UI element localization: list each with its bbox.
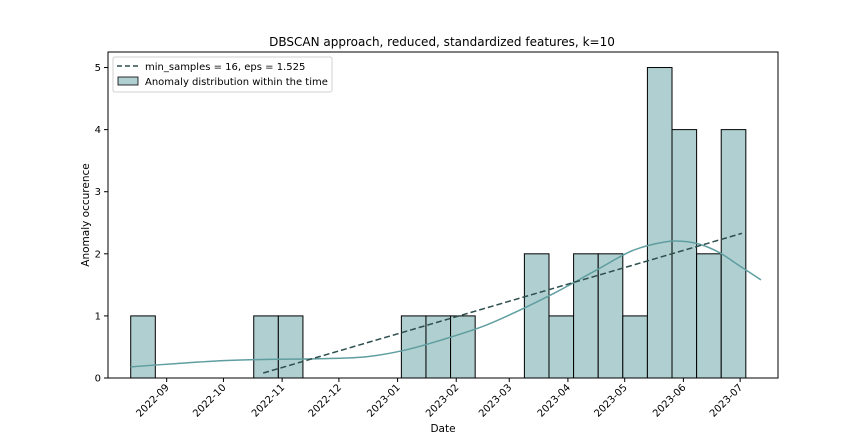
bar-6 (277, 315, 304, 379)
y-tick-label: 3 (95, 187, 101, 198)
kde-curve-group (130, 240, 762, 368)
bar-22 (671, 129, 698, 379)
legend-hist-label: Anomaly distribution within the time (145, 77, 328, 88)
x-tick-label: 2023-06 (651, 382, 688, 419)
bar-23 (696, 253, 722, 379)
y-axis-ticks: 0 1 2 3 4 5 (95, 63, 108, 385)
bar-21 (646, 67, 673, 379)
bar-0 (130, 315, 156, 379)
bar-5 (253, 315, 279, 379)
histogram-bars (130, 67, 747, 379)
trend-line (262, 232, 743, 374)
x-tick-label: 2023-01 (365, 382, 402, 419)
x-tick-label: 2023-03 (477, 382, 514, 419)
bar-17 (548, 315, 575, 379)
x-tick-label: 2022-12 (307, 382, 344, 419)
y-tick-label: 4 (95, 125, 101, 136)
legend-box (112, 56, 333, 93)
y-tick-label: 5 (95, 63, 101, 74)
y-axis-label: Anomaly occurence (80, 163, 92, 266)
legend: min_samples = 16, eps = 1.525 Anomaly di… (112, 56, 333, 93)
y-tick-label: 1 (95, 311, 101, 322)
bar-20 (622, 315, 648, 379)
x-tick-label: 2022-09 (134, 382, 171, 419)
x-axis-ticks: 2022-09 2022-10 2022-11 2022-12 2023-01 2023-… (134, 378, 745, 420)
x-tick-label: 2023-02 (424, 382, 461, 419)
legend-hist-swatch (117, 76, 139, 86)
x-tick-label: 2023-05 (592, 382, 629, 419)
bar-18 (573, 253, 599, 379)
x-tick-label: 2023-07 (708, 382, 745, 419)
bar-12 (425, 315, 452, 379)
bar-24 (720, 129, 747, 379)
bar-11 (400, 315, 427, 379)
x-tick-label: 2023-04 (536, 382, 573, 419)
plot-area-frame (107, 51, 779, 379)
y-tick-label: 2 (95, 249, 101, 260)
x-tick-label: 2022-10 (191, 382, 228, 419)
trend-line-group (262, 232, 743, 374)
x-axis-label: Date (430, 423, 455, 432)
chart-title: DBSCAN approach, reduced, standardized f… (269, 35, 615, 49)
kde-curve (130, 240, 762, 368)
bar-16 (523, 253, 550, 379)
x-tick-label: 2022-11 (250, 382, 287, 419)
legend-trend-label: min_samples = 16, eps = 1.525 (145, 62, 305, 73)
y-tick-label: 0 (95, 374, 101, 385)
bar-13 (450, 315, 476, 379)
